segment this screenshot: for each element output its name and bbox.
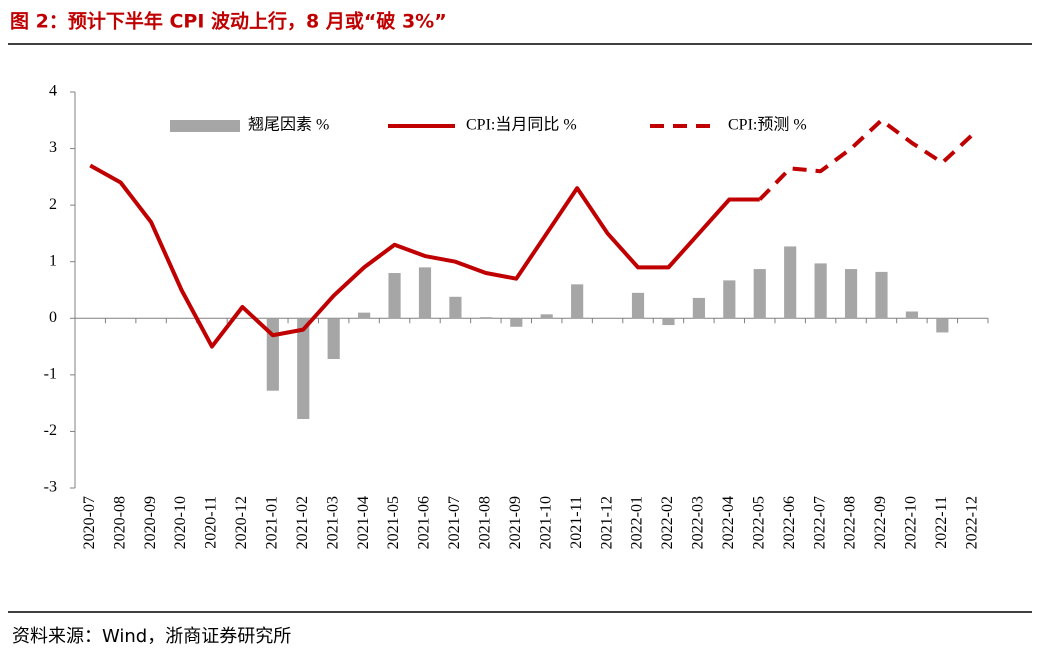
y-tick-label: -2 xyxy=(44,422,57,439)
x-tick-label: 2022-12 xyxy=(963,496,980,549)
bar xyxy=(784,246,797,319)
bar xyxy=(814,263,827,319)
y-tick-label: 2 xyxy=(49,196,57,213)
bar xyxy=(358,312,371,319)
x-tick-label: 2020-10 xyxy=(172,496,189,549)
x-tick-label: 2020-11 xyxy=(203,496,220,549)
y-tick-label: -3 xyxy=(44,479,57,496)
bar xyxy=(662,318,675,326)
x-tick-label: 2021-10 xyxy=(537,496,554,549)
bar xyxy=(297,318,310,419)
legend-label: 翘尾因素 % xyxy=(248,116,329,134)
bar xyxy=(723,280,736,319)
x-tick-label: 2022-05 xyxy=(750,496,767,549)
x-tick-label: 2022-02 xyxy=(659,496,676,549)
x-tick-label: 2022-07 xyxy=(811,496,828,549)
x-tick-label: 2022-08 xyxy=(842,496,859,549)
x-tick-label: 2021-01 xyxy=(263,496,280,549)
bar xyxy=(327,318,340,360)
legend-swatch xyxy=(170,120,240,132)
bar xyxy=(510,318,523,327)
x-tick-label: 2021-06 xyxy=(416,496,433,549)
bar xyxy=(418,267,432,319)
legend-label: CPI:预测 % xyxy=(728,116,807,134)
y-tick-label: 1 xyxy=(49,252,57,269)
x-tick-label: 2021-02 xyxy=(294,496,311,549)
x-tick-label: 2022-01 xyxy=(629,496,646,549)
forecast-line xyxy=(758,118,975,201)
x-tick-label: 2021-12 xyxy=(598,496,615,549)
y-tick-label: 0 xyxy=(49,309,57,326)
bar xyxy=(844,269,858,319)
source: 资料来源：Wind，浙商证券研究所 xyxy=(12,626,291,647)
x-tick-label: 2020-12 xyxy=(233,496,250,549)
x-tick-label: 2021-04 xyxy=(355,496,372,549)
x-tick-label: 2021-11 xyxy=(568,496,585,549)
bar xyxy=(936,318,949,333)
y-tick-label: 3 xyxy=(49,139,57,156)
bar xyxy=(479,317,492,319)
x-tick-label: 2022-04 xyxy=(720,496,737,549)
y-tick-label: 4 xyxy=(49,83,57,100)
x-tick-label: 2021-08 xyxy=(477,496,494,549)
bar xyxy=(388,273,401,319)
bar xyxy=(692,297,705,319)
x-tick-label: 2021-03 xyxy=(324,496,341,549)
x-tick-label: 2021-05 xyxy=(385,496,402,549)
x-tick-label: 2021-07 xyxy=(446,496,463,549)
x-tick-label: 2022-03 xyxy=(690,496,707,549)
x-tick-label: 2022-06 xyxy=(781,496,798,549)
chart-title: 图 2：预计下半年 CPI 波动上行，8 月或“破 3%” xyxy=(10,10,447,33)
bar xyxy=(753,269,766,319)
x-tick-label: 2022-10 xyxy=(903,496,920,549)
bar xyxy=(449,296,462,319)
x-tick-label: 2022-09 xyxy=(872,496,889,549)
bar xyxy=(571,284,584,319)
x-tick-label: 2020-09 xyxy=(142,496,159,549)
x-tick-label: 2021-09 xyxy=(507,496,524,549)
x-tick-label: 2020-08 xyxy=(111,496,128,549)
legend-label: CPI:当月同比 % xyxy=(466,116,577,134)
bar xyxy=(540,314,553,319)
bar xyxy=(875,271,888,319)
line xyxy=(89,163,760,349)
x-tick-label: 2020-07 xyxy=(81,496,98,549)
y-tick-label: -1 xyxy=(44,366,57,383)
bar xyxy=(631,292,645,319)
x-tick-label: 2022-11 xyxy=(933,496,950,549)
bar xyxy=(905,311,919,319)
